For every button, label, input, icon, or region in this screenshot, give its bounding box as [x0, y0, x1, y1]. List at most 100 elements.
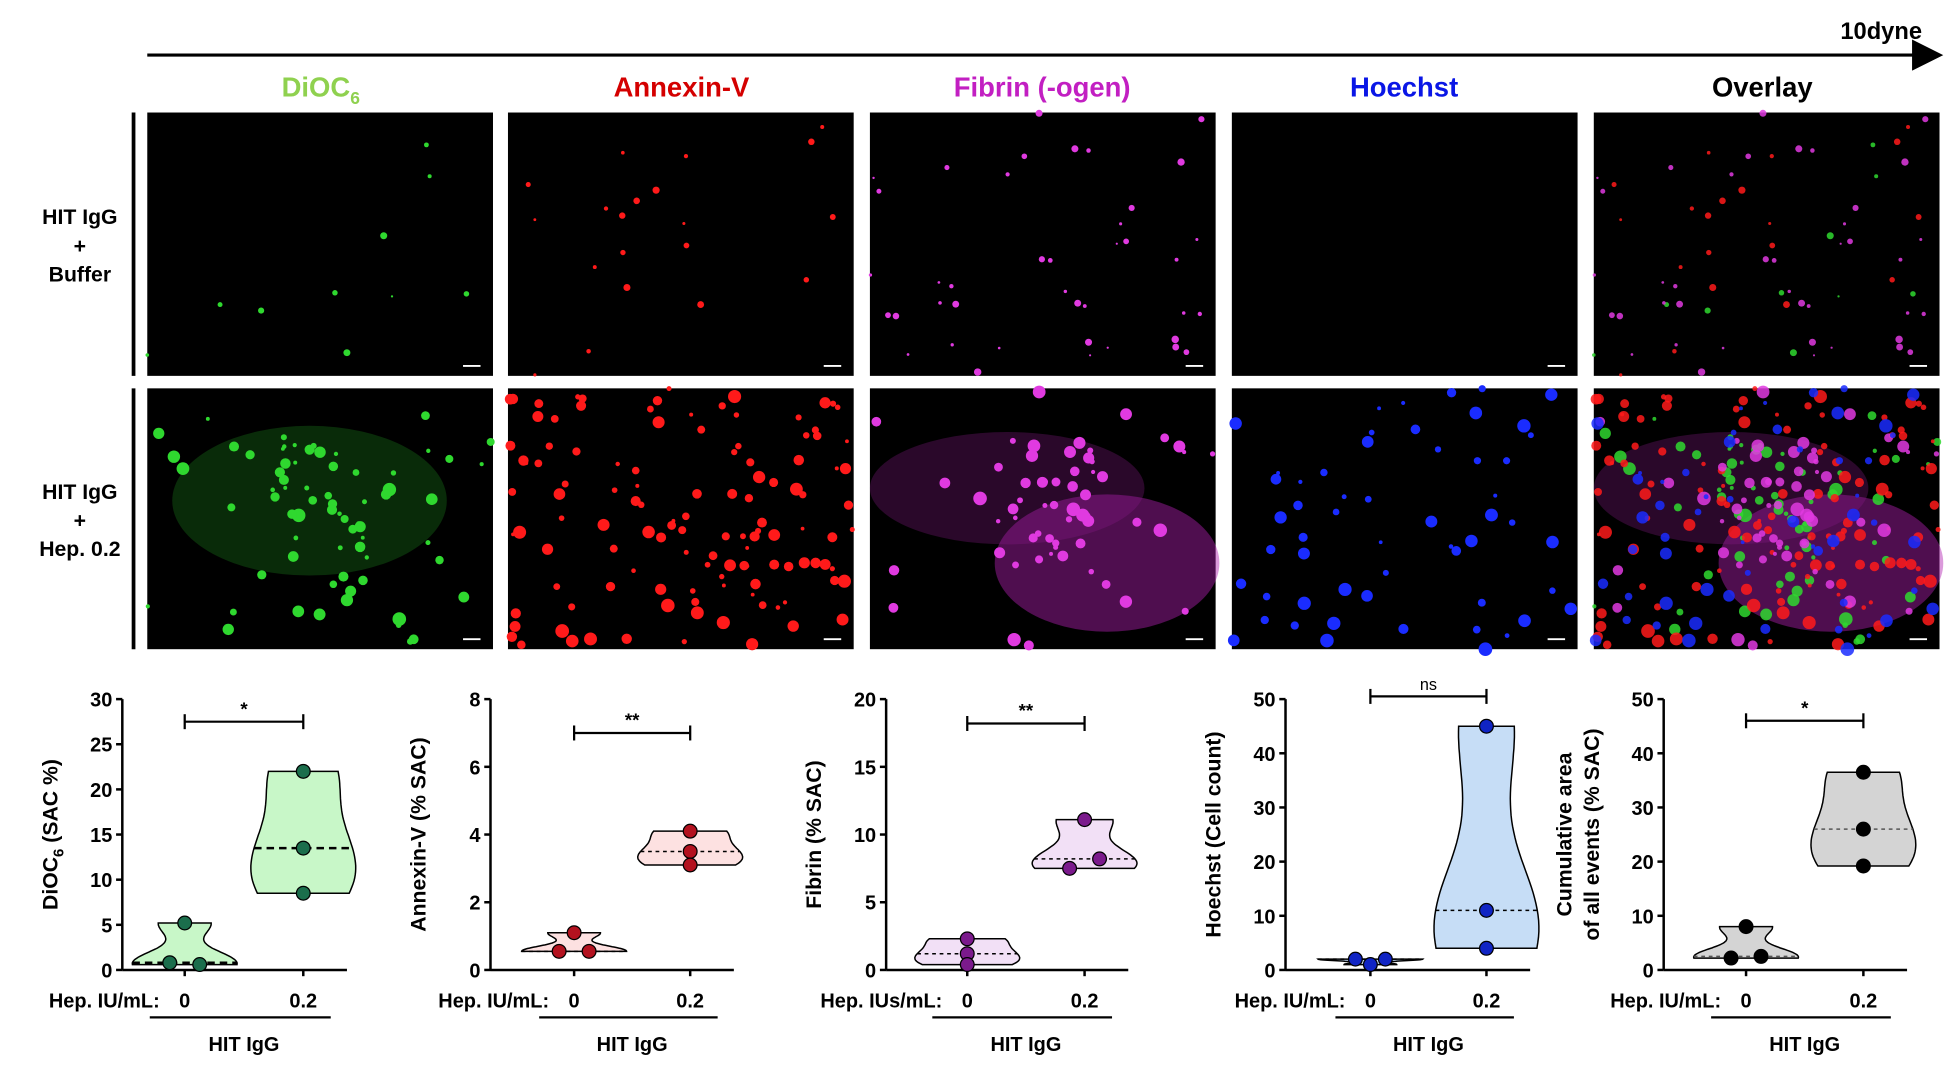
fluorescent-spot	[830, 575, 840, 586]
data-point	[1347, 951, 1363, 967]
fluorescent-spot	[308, 495, 318, 505]
fluorescent-spot	[1620, 459, 1629, 468]
micrograph-panel	[1589, 385, 1944, 657]
fluorescent-spot	[633, 197, 640, 205]
fluorescent-spot	[1636, 511, 1649, 524]
fluorescent-spot	[1673, 503, 1682, 512]
fluorescent-spot	[746, 638, 759, 651]
fluorescent-spot	[1005, 172, 1010, 177]
fluorescent-spot	[1905, 558, 1917, 570]
micrograph-background	[1593, 388, 1940, 650]
fluorescent-spot	[1478, 642, 1493, 657]
fluorescent-spot	[1195, 237, 1199, 241]
fluorescent-spot	[682, 221, 686, 226]
fluorescent-spot	[1619, 373, 1623, 377]
group-label: HIT IgG	[597, 1034, 668, 1056]
fluorescent-spot	[1729, 172, 1734, 177]
fluorescent-spot	[1624, 592, 1633, 601]
fluorescent-spot	[486, 437, 495, 446]
fluorescent-spot	[952, 300, 960, 308]
fluorescent-spot	[1320, 468, 1328, 477]
fluorescent-spot	[1338, 582, 1352, 597]
fluorescent-spot	[1838, 470, 1852, 484]
fluorescent-spot	[1736, 515, 1742, 521]
fluorescent-spot	[603, 206, 609, 211]
fluorescent-spot	[1695, 544, 1704, 553]
fluorescent-spot	[803, 277, 810, 283]
fluorescent-spot	[1398, 623, 1409, 634]
flow-label: 10dyne	[1840, 19, 1922, 45]
fluorescent-spot	[1517, 419, 1531, 433]
fluorescent-spot	[1904, 591, 1916, 603]
fluorescent-spot	[1874, 174, 1879, 179]
fluorescent-spot	[1653, 603, 1662, 611]
fluorescent-spot	[1659, 547, 1672, 560]
fluorescent-spot	[1803, 489, 1815, 501]
fluorescent-spot	[280, 434, 287, 441]
fluorescent-spot	[1717, 462, 1727, 472]
fluorescent-spot	[1723, 501, 1731, 509]
fluorescent-spot	[868, 273, 873, 277]
fluorescent-spot	[1173, 440, 1186, 453]
fluorescent-spot	[292, 605, 305, 618]
fluorescent-spot	[1919, 237, 1923, 241]
significance-label: *	[240, 698, 248, 719]
fluorescent-spot	[1898, 431, 1908, 441]
fluorescent-spot	[445, 454, 454, 463]
fibrin-haze	[869, 432, 1145, 545]
fluorescent-spot	[1091, 469, 1096, 475]
fluorescent-spot	[1472, 625, 1481, 634]
fluorescent-spot	[1738, 395, 1749, 406]
fluorescent-spot	[1935, 527, 1941, 533]
fluorescent-spot	[1676, 300, 1684, 308]
y-tick-label: 20	[1253, 852, 1275, 874]
fluorescent-spot	[395, 622, 402, 628]
y-tick-label: 30	[90, 690, 112, 712]
data-point	[177, 915, 193, 931]
fluorescent-spot	[1921, 311, 1926, 317]
fluorescent-spot	[1669, 623, 1681, 636]
fluorescent-spot	[550, 414, 559, 423]
x-axis-prefix-label: Hep. IU/mL:	[1235, 990, 1346, 1012]
fluorescent-spot	[1652, 621, 1661, 630]
y-tick-label: 30	[1631, 798, 1653, 820]
fluorescent-spot	[280, 458, 291, 469]
violin-shape	[1692, 925, 1800, 959]
fluorescent-spot	[1007, 632, 1021, 647]
data-point	[682, 843, 698, 859]
fluorescent-spot	[829, 566, 835, 572]
fluorescent-spot	[652, 416, 665, 429]
fluorescent-spot	[708, 551, 718, 561]
fluorescent-spot	[1434, 446, 1442, 453]
fluorescent-spot	[153, 427, 165, 440]
y-axis-label: of all events (% SAC)	[1581, 728, 1604, 940]
fluorescent-spot	[1636, 414, 1645, 423]
fluorescent-spot	[1377, 406, 1381, 411]
fluorescent-spot	[1327, 616, 1341, 631]
fluorescent-spot	[1066, 502, 1081, 517]
fluorescent-spot	[839, 463, 852, 475]
fluorescent-spot	[1673, 284, 1678, 289]
y-tick-label: 20	[854, 690, 876, 712]
fluorescent-spot	[1877, 523, 1891, 537]
fluorescent-spot	[1682, 633, 1696, 648]
y-tick-label: 20	[1631, 852, 1653, 874]
fluorescent-spot	[1620, 399, 1630, 409]
column-header-label: DiOC	[282, 71, 351, 102]
fluorescent-spot	[1689, 616, 1703, 631]
micrograph-background	[869, 112, 1216, 376]
y-tick-label: 25	[90, 735, 112, 757]
fluorescent-spot	[746, 458, 755, 467]
fluorescent-spot	[1021, 153, 1028, 160]
fluorescent-spot	[1752, 386, 1758, 392]
fluorescent-spot	[623, 283, 631, 292]
fluorescent-spot	[1604, 455, 1615, 466]
fluorescent-spot	[1678, 265, 1683, 270]
fluorescent-spot	[1639, 583, 1646, 591]
y-tick-label: 15	[90, 825, 112, 847]
fluorescent-spot	[749, 531, 760, 542]
fluorescent-spot	[1596, 608, 1607, 619]
fluorescent-spot	[790, 482, 803, 496]
fluorescent-spot	[1694, 508, 1702, 516]
fluorescent-spot	[1723, 435, 1736, 448]
